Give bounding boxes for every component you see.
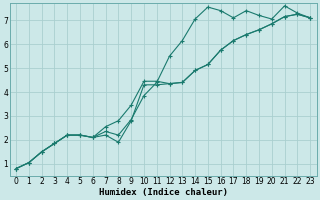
X-axis label: Humidex (Indice chaleur): Humidex (Indice chaleur) <box>99 188 228 197</box>
